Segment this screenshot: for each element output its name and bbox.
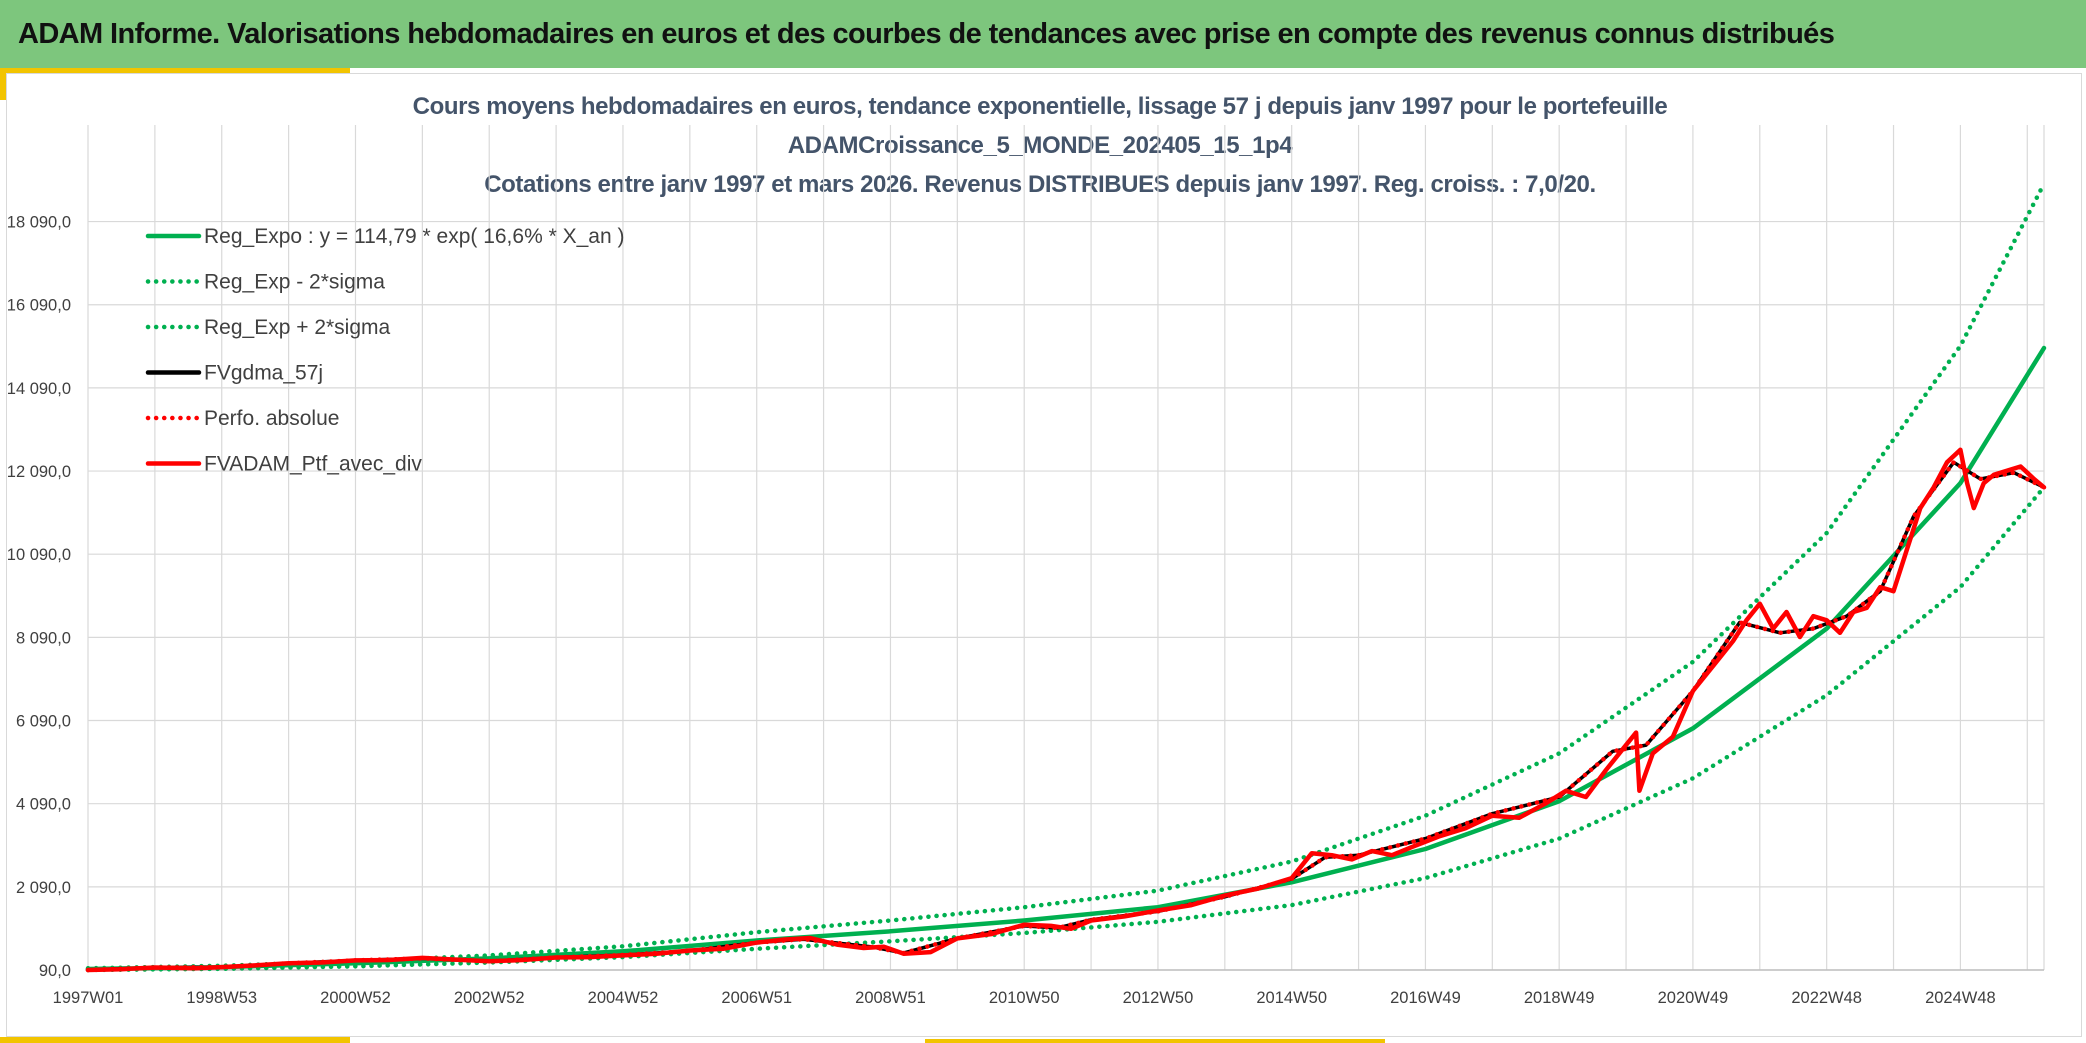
accent-bar-side [0, 68, 6, 100]
x-tick-label: 2014W50 [1256, 989, 1327, 1007]
series-line-3 [86, 460, 2046, 972]
chart-legend: Reg_Expo : y = 114,79 * exp( 16,6% * X_a… [145, 225, 624, 476]
y-tick-label: 90,0 [39, 962, 71, 980]
x-tick-label: 2016W49 [1390, 989, 1461, 1007]
series-lines [85, 181, 2047, 973]
y-tick-label: 6 090,0 [16, 713, 71, 731]
series-line-0 [85, 345, 2047, 972]
legend-label: Reg_Exp + 2*sigma [204, 316, 391, 339]
chart-title-line-1: Cours moyens hebdomadaires en euros, ten… [412, 93, 1668, 120]
legend-label: FVADAM_Ptf_avec_div [204, 453, 422, 476]
chart-title-line-2: ADAMCroissance_5_MONDE_202405_15_1p4 [787, 132, 1293, 159]
x-tick-label: 2004W52 [588, 989, 659, 1007]
y-tick-label: 12 090,0 [7, 463, 71, 481]
series-line-4 [85, 460, 2047, 973]
header-bar: ADAM Informe. Valorisations hebdomadaire… [0, 0, 2086, 68]
x-tick-label: 1998W53 [186, 989, 257, 1007]
y-tick-label: 4 090,0 [16, 796, 71, 814]
y-tick-label: 2 090,0 [16, 879, 71, 897]
x-tick-label: 2010W50 [989, 989, 1060, 1007]
chart-title-line-3: Cotations entre janv 1997 et mars 2026. … [484, 171, 1596, 198]
page-title: ADAM Informe. Valorisations hebdomadaire… [18, 17, 1835, 50]
grid-lines [87, 125, 2045, 971]
y-tick-label: 14 090,0 [7, 380, 71, 398]
x-tick-label: 2008W51 [855, 989, 926, 1007]
x-tick-label: 2020W49 [1658, 989, 1729, 1007]
y-tick-label: 10 090,0 [7, 546, 71, 564]
legend-label: Reg_Exp - 2*sigma [204, 271, 385, 294]
legend-label: FVgdma_57j [204, 362, 323, 385]
x-tick-label: 2024W48 [1925, 989, 1996, 1007]
x-tick-label: 2000W52 [320, 989, 391, 1007]
x-tick-label: 2002W52 [454, 989, 525, 1007]
x-tick-label: 2012W50 [1123, 989, 1194, 1007]
legend-label: Reg_Expo : y = 114,79 * exp( 16,6% * X_a… [204, 225, 624, 248]
accent-bar-top [0, 68, 350, 73]
x-tick-label: 1997W01 [53, 989, 124, 1007]
y-tick-label: 8 090,0 [16, 629, 71, 647]
accent-bar-bottom-mid [925, 1039, 1385, 1043]
y-tick-label: 18 090,0 [7, 214, 71, 232]
legend-label: Perfo. absolue [204, 407, 339, 430]
series-line-1 [85, 485, 2047, 973]
series-line-5 [85, 447, 2047, 973]
series-line-2 [85, 181, 2047, 971]
x-tick-label: 2022W48 [1791, 989, 1862, 1007]
x-tick-label: 2018W49 [1524, 989, 1595, 1007]
accent-bar-bottom-left [0, 1037, 350, 1043]
y-tick-label: 16 090,0 [7, 297, 71, 315]
chart-frame [6, 73, 2082, 1037]
x-tick-label: 2006W51 [721, 989, 792, 1007]
axis-labels: 90,0 2 090,0 4 090,0 6 090,0 8 090,0 10 090,0… [7, 214, 2044, 1007]
